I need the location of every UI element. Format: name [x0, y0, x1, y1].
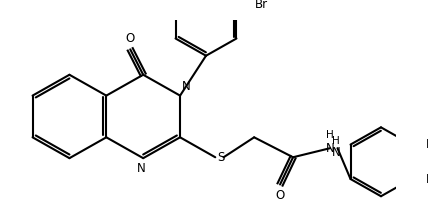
- Text: O: O: [125, 32, 135, 45]
- Text: H: H: [332, 136, 340, 146]
- Text: S: S: [217, 151, 225, 164]
- Text: F: F: [426, 138, 428, 151]
- Text: H: H: [326, 130, 334, 140]
- Text: N: N: [137, 162, 146, 175]
- Text: N: N: [332, 146, 341, 159]
- Text: O: O: [276, 189, 285, 202]
- Text: N: N: [182, 80, 191, 93]
- Text: Br: Br: [255, 0, 268, 10]
- Text: N: N: [326, 142, 334, 155]
- Text: F: F: [426, 172, 428, 186]
